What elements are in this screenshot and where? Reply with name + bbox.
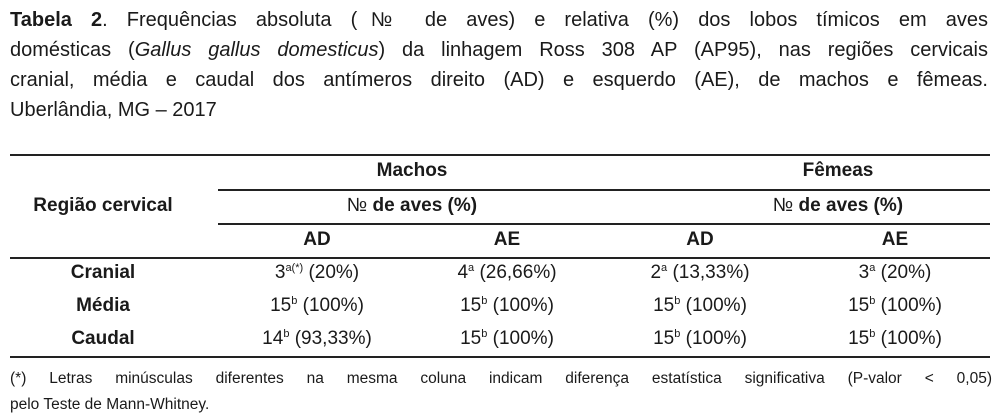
cell-letter: b [869,295,876,307]
cell-percent: (100%) [680,328,747,349]
table-footnote: (*) Letras minúsculas diferentes na mesm… [10,366,992,418]
cell-count: 15 [460,295,482,316]
cell-percent: (93,33%) [289,328,372,349]
table-cell: 15b (100%) [848,328,942,350]
cell-percent: (100%) [487,295,554,316]
subheader-femeas: № de aves (%) [773,195,903,217]
cell-letter: b [291,295,298,307]
subgroup-rule [218,223,990,225]
cell-count: 15 [653,328,675,349]
cell-count: 14 [262,328,284,349]
table-top-rule [10,154,990,156]
cell-percent: (100%) [297,295,364,316]
cell-count: 15 [848,295,870,316]
row-label: Média [76,295,130,316]
table-cell: 15b (100%) [460,328,554,350]
cell-count: 15 [653,295,675,316]
row-header: Região cervical [33,195,173,216]
caption-line-1: Tabela 2. Frequências absoluta (№ de ave… [10,5,988,35]
cell-count: 15 [848,328,870,349]
numero-symbol: № [346,195,368,216]
footnote-line-1: (*) Letras minúsculas diferentes na mesm… [10,370,992,387]
caption-text: ) da linhagem Ross 308 AP (AP95), nas re… [378,39,988,61]
table-cell: 2a (13,33%) [650,262,749,284]
cell-percent: (13,33%) [667,262,750,283]
cell-letter: a [468,262,475,274]
footnote-line-2: pelo Teste de Mann-Whitney. [10,396,210,413]
subheader-text: de aves (%) [793,195,904,216]
species-name: Gallus gallus domesticus [134,39,379,61]
table-cell: 15b (100%) [653,295,747,317]
cell-percent: (20%) [303,262,360,283]
group-rule [218,189,990,191]
cell-count: 2 [650,262,662,283]
cell-percent: (100%) [875,295,942,316]
cell-percent: (100%) [487,328,554,349]
cell-letter: a(*) [285,262,304,274]
cell-percent: (20%) [875,262,932,283]
group-machos: Machos [376,160,448,181]
cell-letter: b [481,295,488,307]
cell-count: 4 [457,262,469,283]
cell-percent: (100%) [875,328,942,349]
cell-percent: (100%) [680,295,747,316]
cell-count: 15 [270,295,292,316]
table-cell: 15b (100%) [848,295,942,317]
caption-label: Tabela 2 [10,9,103,31]
col-machos-ae: AE [493,229,521,250]
table-caption: Tabela 2. Frequências absoluta (№ de ave… [10,5,988,125]
col-machos-ad: AD [303,229,331,250]
cell-letter: a [869,262,876,274]
cell-count: 3 [274,262,286,283]
table-cell: 4a (26,66%) [457,262,556,284]
subheader-text: de aves (%) [367,195,478,216]
cell-letter: b [674,328,681,340]
subheader-machos: № de aves (%) [347,195,477,217]
cell-count: 15 [460,328,482,349]
caption-text: . Frequências absoluta (№ de aves) e rel… [102,9,988,31]
cell-letter: a [661,262,668,274]
numero-symbol: № [772,195,794,216]
col-femeas-ae: AE [881,229,909,250]
cell-letter: b [674,295,681,307]
cell-letter: b [283,328,290,340]
table-cell: 3a (20%) [859,262,932,284]
cell-percent: (26,66%) [474,262,557,283]
table-cell: 14b (93,33%) [262,328,372,350]
group-femeas: Fêmeas [802,160,874,181]
table-bottom-rule [10,356,990,358]
caption-line-4: Uberlândia, MG – 2017 [10,99,217,121]
caption-line-2: domésticas (Gallus gallus domesticus) da… [10,35,988,65]
caption-text: domésticas ( [10,39,135,61]
table-cell: 15b (100%) [270,295,364,317]
header-bottom-rule [10,257,990,259]
cell-count: 3 [858,262,870,283]
cell-letter: b [869,328,876,340]
row-label: Caudal [71,328,135,349]
table-cell: 15b (100%) [460,295,554,317]
caption-line-3: cranial, média e caudal dos antímeros di… [10,69,988,91]
row-label: Cranial [70,262,136,283]
table-cell: 3a(*) (20%) [275,262,359,284]
table-cell: 15b (100%) [653,328,747,350]
col-femeas-ad: AD [686,229,714,250]
cell-letter: b [481,328,488,340]
